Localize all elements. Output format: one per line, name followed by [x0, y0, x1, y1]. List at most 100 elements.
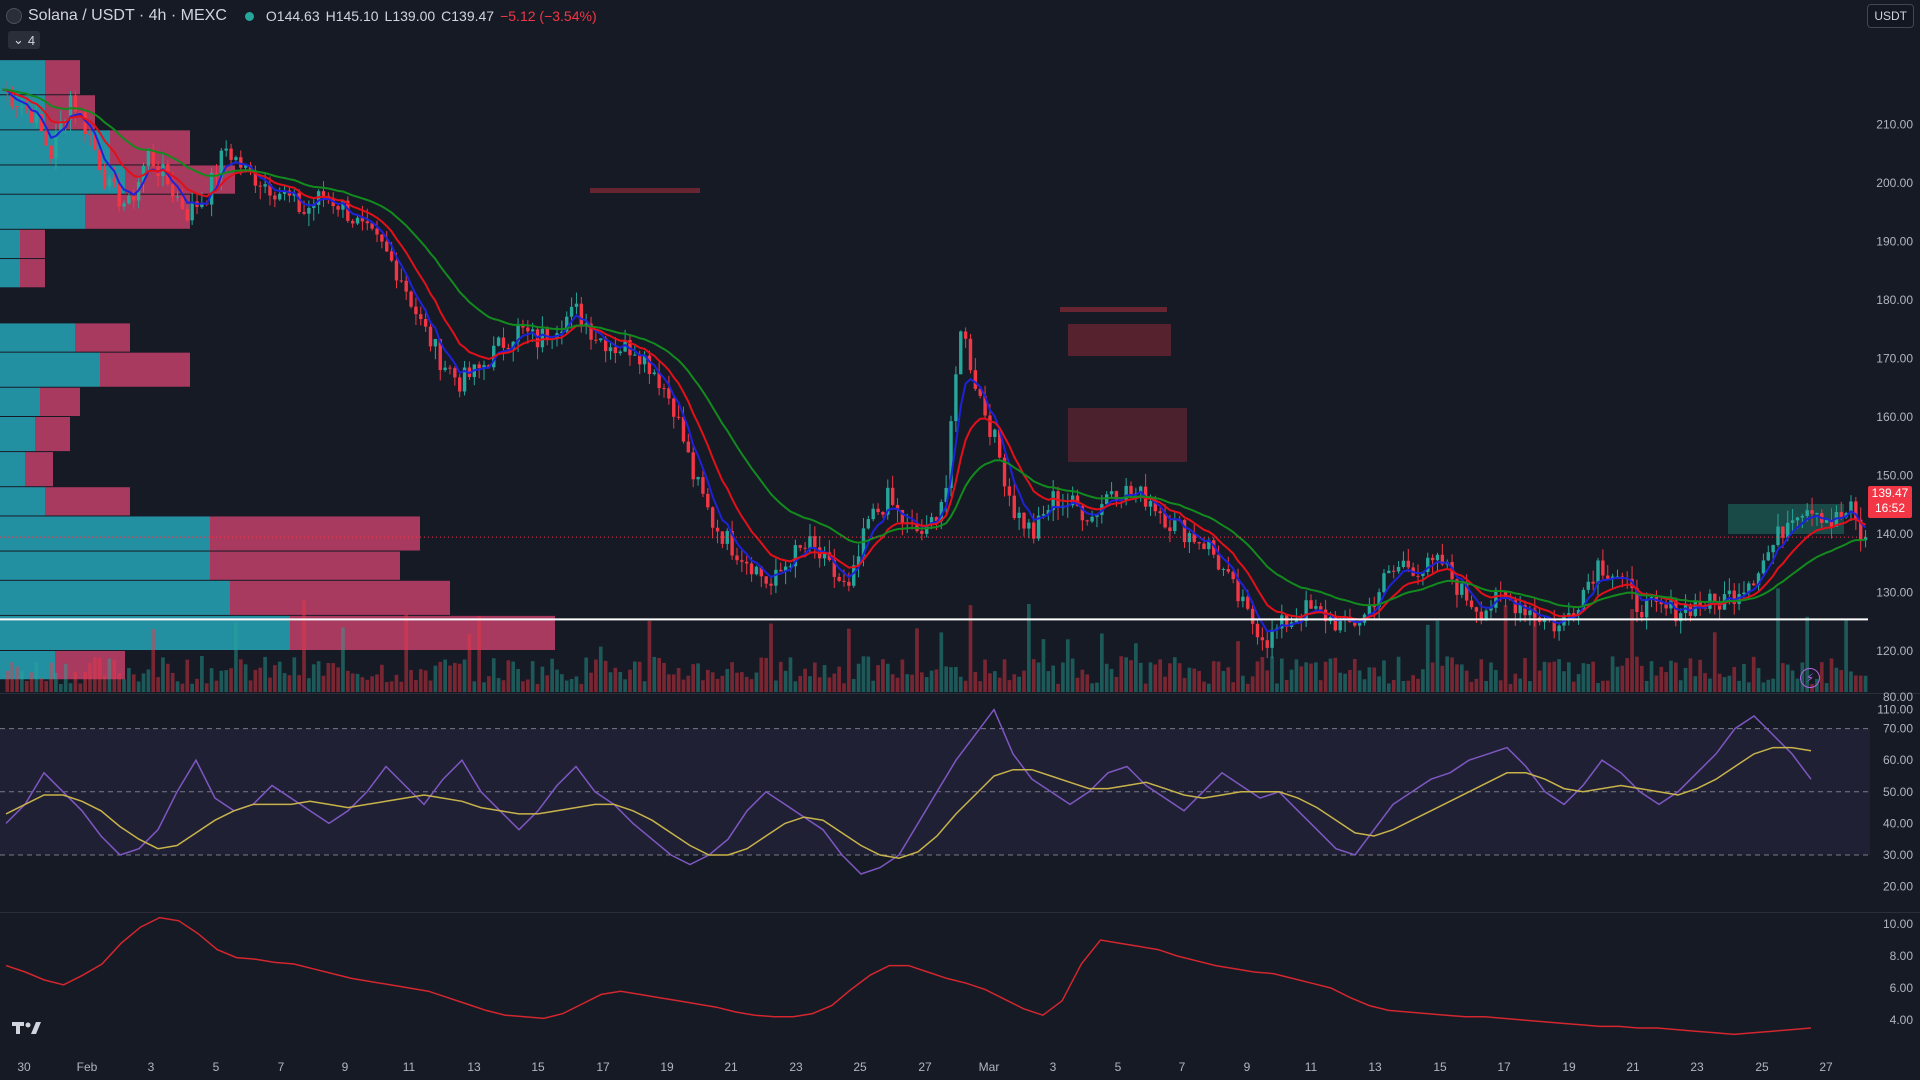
- candle-body: [1761, 560, 1766, 574]
- candle-body: [360, 217, 365, 222]
- volume-bar: [988, 673, 992, 692]
- time-axis-label: 15: [1433, 1060, 1447, 1074]
- volume-bar: [1810, 683, 1814, 692]
- candle-body: [866, 519, 871, 529]
- indicators-toggle[interactable]: ⌄ 4: [8, 31, 41, 49]
- candle-body: [1333, 616, 1338, 631]
- candle-body: [560, 331, 564, 334]
- candle-body: [112, 178, 117, 183]
- candle-body: [1260, 637, 1265, 641]
- candle-body: [1421, 571, 1425, 577]
- candle-body: [691, 452, 695, 480]
- volume-bar: [788, 657, 793, 692]
- candle-body: [1246, 596, 1250, 609]
- candle-body: [993, 429, 997, 437]
- candle-body: [1250, 608, 1255, 624]
- volume-bar: [1596, 682, 1600, 692]
- volume-bar: [725, 668, 730, 692]
- candle-body: [1002, 457, 1007, 487]
- candle-body: [915, 523, 919, 532]
- candle-body: [414, 306, 418, 315]
- time-axis-label: 13: [467, 1060, 481, 1074]
- market-status-icon: [244, 11, 254, 21]
- volume-bar: [1479, 659, 1484, 692]
- volume-bar: [1022, 670, 1026, 692]
- volume-bar: [1630, 609, 1634, 692]
- candle-body: [462, 367, 467, 392]
- candle-body: [900, 509, 905, 524]
- time-axis-label: 30: [17, 1060, 31, 1074]
- volume-bar: [1294, 659, 1299, 692]
- volume-profile-up-bar: [0, 487, 45, 516]
- candle-body: [798, 545, 802, 548]
- candle-body: [1518, 605, 1522, 614]
- candle-body: [268, 184, 272, 196]
- candle-body: [132, 195, 136, 201]
- volume-bar: [1323, 661, 1328, 692]
- volume-bar: [1455, 664, 1459, 692]
- candle-body: [657, 372, 661, 389]
- volume-bar: [336, 667, 340, 692]
- volume-bar: [370, 676, 374, 692]
- volume-profile-down-bar: [230, 580, 450, 615]
- volume-bar: [156, 677, 160, 692]
- volume-bar: [394, 674, 399, 692]
- volume-bar: [1469, 681, 1474, 692]
- candle-body: [886, 487, 890, 515]
- candle-body: [59, 120, 63, 133]
- volume-bar: [1601, 680, 1605, 692]
- candle-body: [949, 421, 953, 488]
- volume-bar: [910, 674, 914, 692]
- rsi-axis-label: 70.00: [1883, 722, 1913, 736]
- volume-bar: [1858, 675, 1863, 692]
- volume-bar: [1080, 669, 1085, 692]
- candle-body: [1635, 588, 1639, 612]
- volume-bar: [1134, 643, 1138, 692]
- volume-bar: [219, 670, 224, 692]
- volume-bar: [1352, 658, 1357, 692]
- volume-bar: [812, 662, 817, 692]
- volume-bar: [652, 656, 657, 692]
- ema-fast-line: [2, 88, 1867, 633]
- volume-bar: [1528, 681, 1532, 692]
- tradingview-logo-icon[interactable]: [12, 1020, 42, 1041]
- candle-body: [934, 517, 939, 522]
- currency-button[interactable]: USDT: [1867, 4, 1914, 28]
- volume-bar: [686, 675, 691, 692]
- candle-body: [808, 536, 812, 549]
- volume-bar: [1314, 662, 1318, 692]
- candle-body: [239, 157, 243, 168]
- volume-bar: [944, 666, 948, 692]
- candle-body: [856, 556, 861, 566]
- candle-body: [774, 569, 778, 586]
- candle-body: [1464, 583, 1469, 601]
- candle-body: [88, 133, 92, 135]
- candle-body: [642, 355, 647, 365]
- volume-bar: [934, 669, 939, 692]
- candle-body: [895, 504, 900, 510]
- volume-bar: [1824, 683, 1829, 692]
- symbol-title[interactable]: Solana / USDT · 4h · MEXC: [28, 7, 227, 24]
- volume-bar: [642, 681, 647, 692]
- candle-body: [1523, 605, 1527, 616]
- candle-body: [1046, 510, 1051, 515]
- volume-bar: [1849, 671, 1853, 692]
- volume-bar: [691, 664, 696, 692]
- volume-bar: [1158, 659, 1163, 692]
- candle-body: [355, 217, 360, 224]
- candle-body: [200, 202, 204, 207]
- lightning-icon[interactable]: ⚡: [1800, 668, 1820, 688]
- volume-bar: [623, 679, 627, 692]
- volume-profile: [0, 60, 555, 680]
- candle-body: [1771, 545, 1775, 553]
- candle-body: [1163, 513, 1167, 528]
- volume-bar: [136, 681, 141, 692]
- oscillator-axis-label: 8.00: [1890, 949, 1914, 963]
- volume-bar: [131, 674, 136, 692]
- volume-bar: [808, 676, 812, 692]
- candle-body: [1503, 590, 1508, 598]
- candle-body: [1859, 519, 1863, 541]
- ohlc-open: O144.63: [265, 8, 320, 24]
- volume-bar: [1138, 662, 1143, 692]
